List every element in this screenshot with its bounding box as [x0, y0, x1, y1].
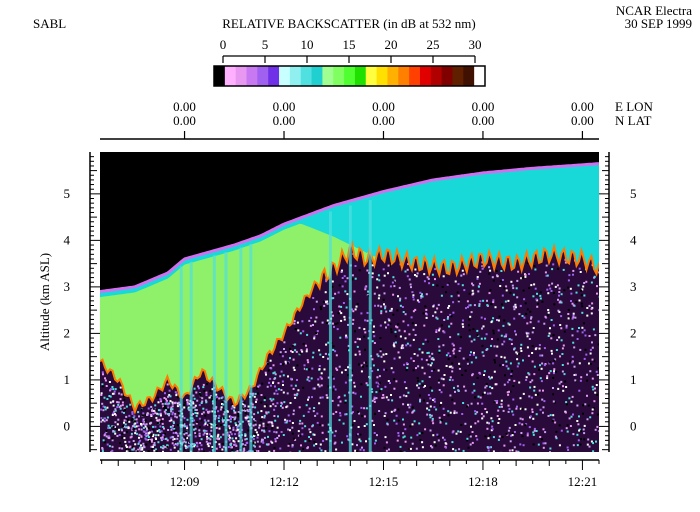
lon-value: 0.00	[173, 99, 196, 114]
streak	[348, 205, 352, 452]
x-tick-label: 12:12	[269, 474, 299, 489]
x-tick-label: 12:09	[170, 474, 200, 489]
colorbar-cell	[224, 66, 237, 86]
y-axis-right: 0 1 2 3 4 5	[599, 152, 637, 452]
x-tick-label: 12:18	[468, 474, 498, 489]
colorbar-cell	[387, 66, 399, 86]
colorbar-cell	[257, 66, 269, 86]
y-tick-label: 4	[64, 232, 71, 247]
y-tick-label-right: 0	[630, 418, 637, 433]
lon-value: 0.00	[372, 99, 395, 114]
lat-value: 0.00	[273, 113, 296, 128]
colorbar-tick-label: 25	[427, 37, 440, 52]
colorbar-tick-label: 10	[301, 37, 314, 52]
instrument-label: SABL	[33, 16, 66, 31]
x-tick-label: 12:15	[369, 474, 399, 489]
lon-value: 0.00	[472, 99, 495, 114]
y-axis-left: 0 1 2 3 4 5	[64, 152, 100, 452]
colorbar-cell	[376, 66, 389, 86]
colorbar-cell	[214, 66, 226, 86]
colorbar-cell	[279, 66, 291, 86]
colorbar-cell	[452, 66, 464, 86]
streak	[368, 199, 372, 452]
streak	[212, 255, 216, 452]
colorbar-scale	[214, 66, 486, 86]
colorbar-cell	[344, 66, 356, 86]
lon-value: 0.00	[571, 99, 594, 114]
y-tick-label-right: 5	[630, 186, 637, 201]
y-tick-label: 1	[64, 372, 71, 387]
colorbar-cell	[365, 66, 378, 86]
lat-axis-label: N LAT	[615, 113, 652, 128]
colorbar-cell	[398, 66, 410, 86]
streak	[328, 211, 332, 452]
colorbar-cell	[268, 66, 280, 86]
y-tick-label: 3	[64, 279, 71, 294]
y-tick-label: 5	[64, 186, 71, 201]
x-axis: 12:09 12:12 12:15 12:18 12:21	[100, 459, 600, 489]
y-tick-label-right: 1	[630, 372, 637, 387]
colorbar-tick-label: 0	[220, 37, 227, 52]
colorbar-title: RELATIVE BACKSCATTER (in dB at 532 nm)	[222, 16, 476, 31]
colorbar-cell	[441, 66, 454, 86]
vertical-streaks	[179, 199, 372, 452]
colorbar-cell	[322, 66, 334, 86]
noise-speckle	[100, 252, 599, 452]
backscatter-plot	[100, 152, 599, 452]
lon-axis-label: E LON	[615, 99, 654, 114]
colorbar-frame	[213, 65, 486, 87]
colorbar-cell	[474, 66, 486, 86]
streak	[179, 266, 183, 452]
colorbar-cell	[430, 66, 443, 86]
colorbar-cell	[235, 66, 248, 86]
y-tick-label-right: 4	[630, 232, 637, 247]
colorbar-cell	[246, 66, 258, 86]
y-tick-label-right: 2	[630, 325, 637, 340]
colorbar-cell	[333, 66, 345, 86]
colorbar-ticks: 0 5 10 15 20 25 30	[220, 37, 482, 63]
colorbar-tick-label: 15	[343, 37, 356, 52]
y-tick-label-right: 3	[630, 279, 637, 294]
y-axis-title: Altitude (km ASL)	[37, 253, 52, 351]
lat-value: 0.00	[372, 113, 395, 128]
colorbar-cell	[354, 66, 367, 86]
y-tick-label: 0	[64, 418, 71, 433]
lat-value: 0.00	[173, 113, 196, 128]
lat-value: 0.00	[472, 113, 495, 128]
colorbar-cell	[409, 66, 421, 86]
colorbar-cell	[300, 66, 313, 86]
x-tick-label: 12:21	[568, 474, 598, 489]
y-tick-label: 2	[64, 325, 71, 340]
lon-value: 0.00	[273, 99, 296, 114]
streak	[224, 252, 228, 452]
aircraft-label: NCAR Electra	[616, 3, 692, 18]
colorbar-cell	[419, 66, 432, 86]
streak	[189, 261, 193, 452]
colorbar-tick-label: 20	[385, 37, 398, 52]
colorbar-tick-label: 30	[469, 37, 482, 52]
aircraft-altitude-series	[100, 162, 599, 293]
streak	[239, 247, 243, 452]
colorbar-cell	[311, 66, 323, 86]
colorbar-cell	[463, 66, 475, 86]
streak	[249, 243, 253, 452]
date-label: 30 SEP 1999	[625, 16, 692, 31]
colorbar-tick-label: 5	[262, 37, 269, 52]
colorbar-cell	[289, 66, 302, 86]
lat-value: 0.00	[571, 113, 594, 128]
top-coordinate-axis: 0.000.000.000.000.000.000.000.000.000.00	[100, 99, 599, 140]
